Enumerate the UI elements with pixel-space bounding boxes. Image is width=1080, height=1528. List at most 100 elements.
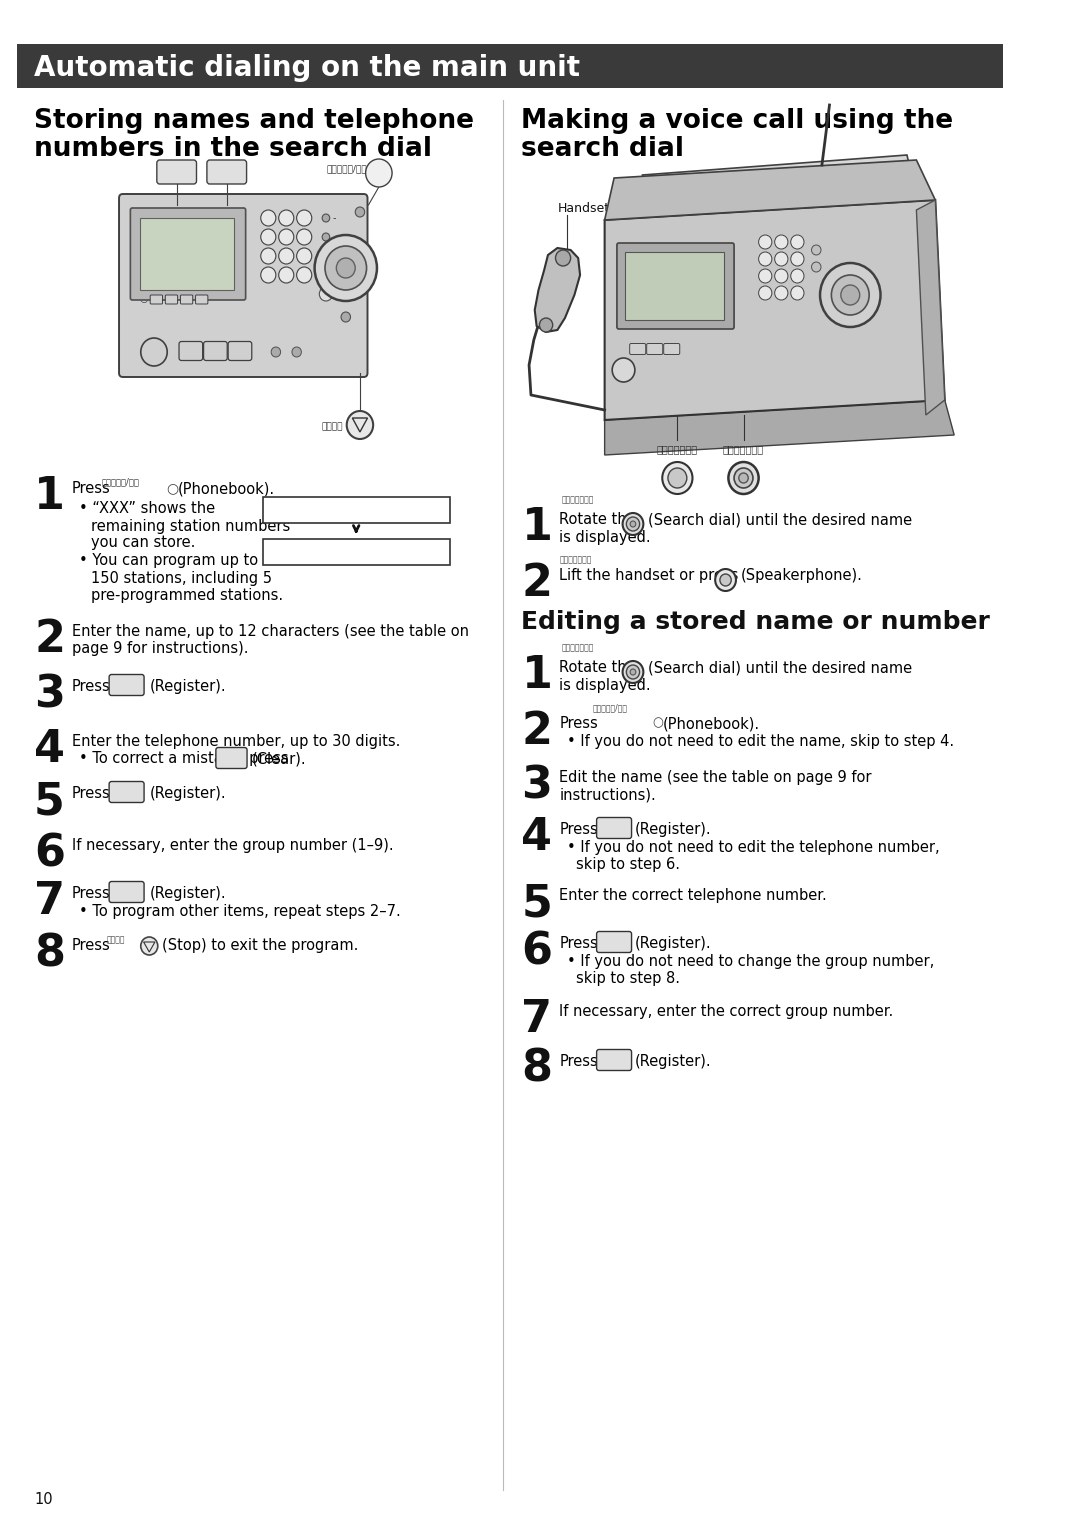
Text: 8: 8 — [522, 1048, 553, 1091]
Text: スピーカーホン: スピーカーホン — [559, 555, 592, 564]
FancyBboxPatch shape — [216, 747, 247, 769]
Text: Press: Press — [71, 938, 110, 953]
Circle shape — [728, 461, 758, 494]
Circle shape — [539, 318, 553, 332]
Text: (Clear).: (Clear). — [252, 750, 306, 766]
Text: page 9 for instructions).: page 9 for instructions). — [71, 642, 248, 656]
Circle shape — [791, 252, 804, 266]
Text: 6: 6 — [301, 232, 307, 241]
Text: 10: 10 — [33, 1491, 53, 1507]
FancyBboxPatch shape — [150, 295, 162, 304]
Text: Editing a stored name or number: Editing a stored name or number — [522, 610, 990, 634]
Circle shape — [260, 248, 275, 264]
Circle shape — [758, 252, 772, 266]
Text: F 3: F 3 — [609, 941, 619, 946]
Text: 電話帳登録/修正: 電話帳登録/修正 — [102, 477, 140, 486]
Text: 登録: 登録 — [123, 885, 131, 889]
Text: Enter the telephone number, up to 30 digits.: Enter the telephone number, up to 30 dig… — [71, 733, 401, 749]
Text: (Speakerphone).: (Speakerphone). — [741, 568, 863, 584]
Text: you can store.: you can store. — [91, 535, 195, 550]
Text: 4: 4 — [33, 727, 65, 772]
Bar — [262, 497, 449, 523]
FancyBboxPatch shape — [617, 243, 734, 329]
Text: Press: Press — [559, 717, 598, 730]
Circle shape — [734, 468, 753, 487]
Circle shape — [260, 209, 275, 226]
Circle shape — [626, 516, 639, 532]
Text: search dial: search dial — [522, 136, 685, 162]
Text: (Phonebook).: (Phonebook). — [177, 481, 274, 497]
Text: 2: 2 — [284, 214, 288, 223]
Circle shape — [297, 267, 312, 283]
Text: skip to step 6.: skip to step 6. — [577, 857, 680, 872]
Circle shape — [555, 251, 570, 266]
Text: If necessary, enter the group number (1–9).: If necessary, enter the group number (1–… — [71, 837, 393, 853]
Circle shape — [355, 206, 365, 217]
FancyBboxPatch shape — [596, 817, 632, 839]
Text: 4: 4 — [266, 232, 271, 241]
Bar — [262, 539, 449, 565]
Text: Press: Press — [559, 822, 598, 837]
Text: 3: 3 — [522, 764, 552, 807]
Circle shape — [279, 209, 294, 226]
Text: numbers in the search dial: numbers in the search dial — [33, 136, 432, 162]
Text: 2: 2 — [33, 617, 65, 662]
Text: Making a voice call using the: Making a voice call using the — [522, 108, 954, 134]
Text: スピーカーホン: スピーカーホン — [657, 445, 698, 454]
FancyBboxPatch shape — [131, 208, 245, 299]
Text: 150 stations, including 5: 150 stations, including 5 — [91, 571, 272, 587]
Text: • “XXX” shows the: • “XXX” shows the — [79, 501, 216, 516]
FancyBboxPatch shape — [207, 160, 246, 183]
Circle shape — [314, 235, 377, 301]
Text: 登録: 登録 — [610, 934, 618, 940]
Circle shape — [626, 665, 639, 678]
Circle shape — [292, 347, 301, 358]
Text: ナマエ＝: ナマエ＝ — [268, 549, 294, 559]
Text: 6: 6 — [33, 833, 65, 876]
Polygon shape — [605, 200, 945, 420]
Text: ◄: ◄ — [723, 578, 728, 584]
Circle shape — [297, 209, 312, 226]
Text: 4: 4 — [522, 816, 553, 859]
Circle shape — [279, 229, 294, 244]
Circle shape — [260, 267, 275, 283]
Circle shape — [832, 275, 869, 315]
Text: F 3: F 3 — [122, 790, 132, 796]
Circle shape — [720, 575, 731, 587]
Text: F 3: F 3 — [609, 1059, 619, 1065]
Text: • If you do not need to edit the telephone number,: • If you do not need to edit the telepho… — [567, 840, 940, 856]
Circle shape — [140, 338, 167, 367]
Circle shape — [758, 286, 772, 299]
Text: 1: 1 — [33, 475, 65, 518]
Text: 8: 8 — [284, 252, 288, 261]
Text: Press: Press — [71, 886, 110, 902]
Text: -: - — [333, 212, 336, 223]
Circle shape — [325, 246, 366, 290]
Text: (Phonebook).: (Phonebook). — [663, 717, 760, 730]
Text: クリアー: クリアー — [225, 750, 238, 756]
Text: (Register).: (Register). — [635, 937, 712, 950]
Circle shape — [758, 235, 772, 249]
Text: 5: 5 — [33, 779, 65, 824]
Text: (Register).: (Register). — [149, 886, 226, 902]
Circle shape — [341, 312, 351, 322]
Text: F 3: F 3 — [122, 891, 132, 895]
Circle shape — [667, 468, 687, 487]
Circle shape — [366, 159, 392, 186]
Text: ストップ: ストップ — [107, 935, 125, 944]
Text: 0: 0 — [284, 270, 288, 280]
Circle shape — [791, 269, 804, 283]
Text: Storing names and telephone: Storing names and telephone — [33, 108, 474, 134]
Text: Enter the name, up to 12 characters (see the table on: Enter the name, up to 12 characters (see… — [71, 623, 469, 639]
Circle shape — [322, 252, 329, 260]
Polygon shape — [605, 400, 955, 455]
FancyBboxPatch shape — [596, 1050, 632, 1071]
Polygon shape — [535, 248, 580, 332]
Circle shape — [630, 669, 636, 675]
Text: If necessary, enter the correct group number.: If necessary, enter the correct group nu… — [559, 1004, 893, 1019]
Text: Press: Press — [71, 481, 110, 497]
Circle shape — [271, 347, 281, 358]
Circle shape — [811, 244, 821, 255]
Circle shape — [739, 474, 748, 483]
Circle shape — [320, 287, 333, 301]
